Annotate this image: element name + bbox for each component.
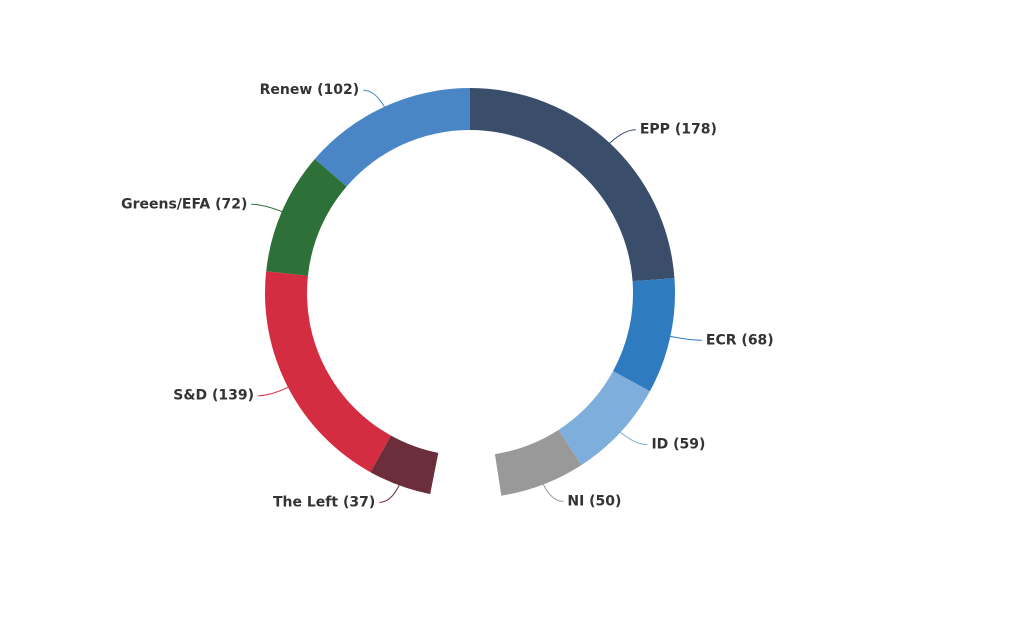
leader-line	[258, 383, 296, 397]
donut-segment	[494, 429, 582, 496]
donut-segment	[558, 371, 650, 466]
leader-line	[614, 426, 648, 446]
segment-label: Renew (102)	[260, 82, 360, 98]
donut-segment	[613, 278, 675, 392]
segment-label: ECR (68)	[706, 332, 774, 348]
donut-segment	[314, 88, 470, 187]
segment-label: S&D (139)	[173, 388, 254, 404]
segment-label: The Left (37)	[273, 494, 375, 510]
leader-line	[251, 203, 290, 216]
donut-segment	[265, 271, 391, 473]
leader-line	[379, 477, 403, 503]
leader-line	[363, 89, 389, 115]
segment-label: EPP (178)	[640, 122, 717, 138]
donut-segment	[266, 159, 347, 276]
donut-segment	[470, 88, 675, 282]
donut-segment	[370, 435, 439, 495]
leader-line	[539, 476, 564, 502]
leader-line	[603, 129, 636, 150]
segment-label: NI (50)	[567, 493, 621, 509]
leader-line	[662, 334, 702, 341]
segment-label: Greens/EFA (72)	[121, 196, 247, 212]
segment-label: ID (59)	[651, 437, 705, 453]
